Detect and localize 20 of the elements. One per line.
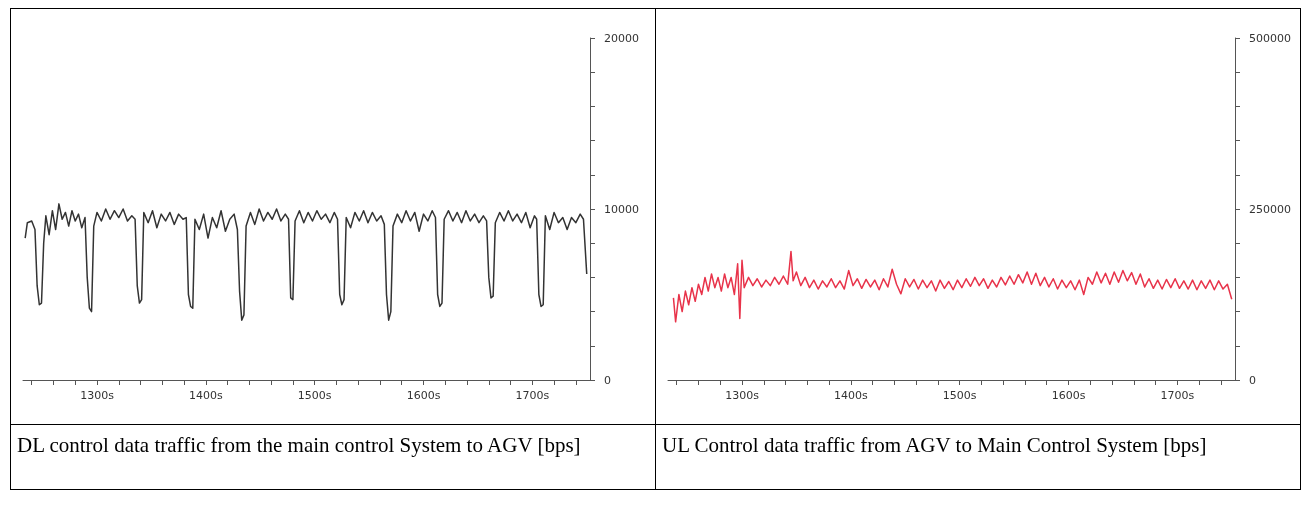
x-tick-label: 1500s bbox=[942, 389, 977, 402]
x-tick-label: 1300s bbox=[80, 389, 115, 402]
x-tick-label: 1500s bbox=[297, 389, 332, 402]
x-tick-label: 1300s bbox=[725, 389, 760, 402]
y-tick-label: 500000 bbox=[1249, 31, 1291, 45]
x-tick-label: 1700s bbox=[1160, 389, 1195, 402]
line-series bbox=[24, 203, 588, 321]
x-tick-label: 1700s bbox=[515, 389, 550, 402]
text: DL control data traffic from the main control System to AGV [bps] bbox=[17, 433, 582, 458]
y-tick-label: 250000 bbox=[1249, 202, 1291, 216]
line-series bbox=[672, 250, 1233, 323]
y-tick-label: 20000 bbox=[604, 31, 639, 45]
text: UL Control data traffic from AGV to Main Control System [bps] bbox=[662, 433, 1208, 458]
y-tick-label: 0 bbox=[1249, 373, 1256, 387]
x-tick-label: 1600s bbox=[1051, 389, 1086, 402]
y-tick-label: 10000 bbox=[604, 202, 639, 216]
x-tick-label: 1400s bbox=[188, 389, 223, 402]
x-tick-label: 1600s bbox=[406, 389, 441, 402]
x-tick-label: 1400s bbox=[833, 389, 868, 402]
y-tick-label: 0 bbox=[604, 373, 611, 387]
